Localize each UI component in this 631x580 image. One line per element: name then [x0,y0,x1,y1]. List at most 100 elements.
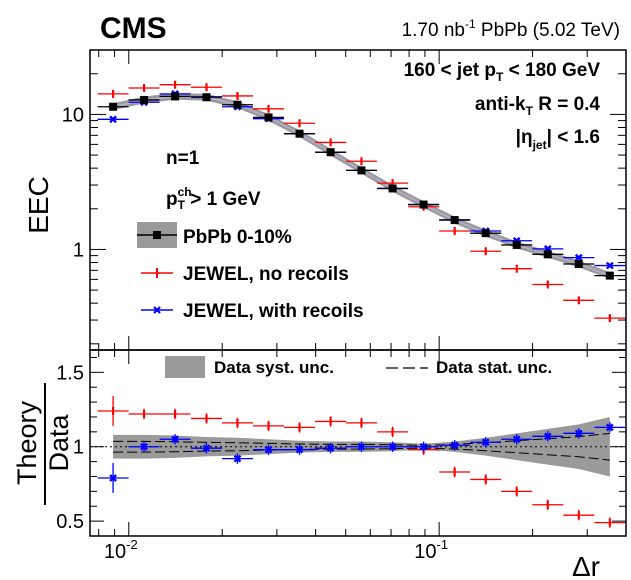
data-point [501,240,533,249]
top-panel-plot-area [97,80,626,323]
data-point-marker [574,260,583,269]
ratio-recoil-point [563,428,595,439]
legend-recoil-label: JEWEL, with recoils [183,301,364,322]
jewel-recoil-point-marker [605,261,614,270]
ratio-recoil-point [253,444,285,455]
jewel-norecoil-point [532,280,564,289]
data-point [221,100,253,109]
ratio-norecoil-point [501,486,533,497]
ratio-norecoil-point [532,499,564,510]
data-point-marker [450,216,459,225]
data-point-marker [233,100,242,109]
ratio-stat-lower [113,447,610,461]
jet-pt-range-label: 160 < jet pT < 180 GeV [404,60,601,84]
ratio-recoil-point-marker [574,429,583,438]
data-point [97,102,129,111]
ratio-panel-plot-area [90,396,626,528]
data-point [191,93,222,102]
data-point [563,260,595,269]
data-point [532,250,564,259]
n-value-label: n=1 [166,148,200,169]
ratio-recoil-point-marker [481,438,490,447]
ratio-panel-points [97,396,626,528]
legend-norecoil-label: JEWEL, no recoils [183,264,349,285]
ratio-recoil-point-marker [326,444,335,453]
jewel-norecoil-point [315,138,347,147]
ratio-norecoil-point [439,466,471,478]
ratio-norecoil-point [315,416,347,427]
legend-recoil-marker [153,306,161,314]
ratio-norecoil-point [377,426,409,438]
data-point-marker [171,92,180,101]
ratio-norecoil-point [594,517,626,528]
ratio-y-denominator: Data [44,414,74,472]
x-tick-label: 10-2 [104,537,138,563]
ratio-recoil-point [470,437,502,448]
data-point-marker [419,200,428,209]
top-y-axis-label: EEC [23,176,54,234]
ratio-recoil-point-marker [109,474,117,482]
jewel-norecoil-point [128,83,160,92]
ratio-y-tick-label: 0.5 [56,511,84,533]
data-point [128,95,160,104]
legend-stat-label: Data stat. unc. [436,358,552,377]
ratio-recoil-point-marker [171,435,179,444]
data-point [253,113,285,122]
data-point [377,184,409,193]
ratio-norecoil-point [159,408,191,420]
ratio-recoil-point [532,431,564,442]
jewel-recoil-point [563,253,595,262]
legend-data-marker [153,231,161,239]
ratio-recoil-point-marker [543,432,552,441]
legend-syst-swatch [165,356,205,378]
data-point-marker [326,148,335,157]
ratio-recoil-point [191,443,222,454]
data-point-marker [388,184,397,193]
data-point-marker [512,240,521,249]
ratio-recoil-point-marker [450,441,459,450]
jewel-norecoil-point [284,119,316,128]
jewel-recoil-point [594,261,626,270]
ratio-recoil-point-marker [202,444,211,453]
ratio-recoil-point-marker [295,445,304,454]
data-point-marker [202,93,211,102]
top-legend: PbPb 0-10% JEWEL, no recoils JEWEL, with… [137,222,364,322]
legend-syst-label: Data syst. unc. [214,358,334,377]
data-point-marker [109,102,118,111]
ratio-norecoil-point [284,422,316,433]
x-axis-label: Δr [572,551,600,580]
data-point-marker [481,229,490,238]
ratio-stat-upper [113,432,610,446]
x-tick-label: 10-1 [414,537,448,563]
ratio-recoil-point-marker [419,442,428,451]
axis-ticks: 10-2 10-1 1 10 0.5 1 1.5 [56,50,627,563]
jet-algorithm-label: anti-kT R = 0.4 [475,94,601,118]
data-point [439,216,471,225]
top-y-tick-label: 1 [73,239,84,261]
ratio-recoil-point-marker [605,423,614,432]
ratio-norecoil-point [345,417,377,429]
jewel-norecoil-point [470,247,502,256]
data-point [315,148,347,157]
jewel-norecoil-point [159,80,191,89]
ratio-recoil-point [315,443,347,454]
ratio-recoil-point [501,434,533,445]
jewel-recoil-point [97,115,129,124]
ratio-recoil-point [159,434,191,445]
ratio-norecoil-point [221,417,253,429]
data-point [470,229,502,238]
jewel-norecoil-point [345,157,377,166]
ratio-recoil-point [439,440,471,451]
jewel-norecoil-point [253,104,285,113]
jewel-norecoil-point [221,91,253,100]
ratio-y-tick-label: 1 [73,437,84,459]
ratio-norecoil-point [470,474,502,485]
top-panel-points [97,80,626,323]
track-pt-cut-label: pch T > 1 GeV [166,185,261,212]
jewel-norecoil-point [191,83,222,92]
top-y-tick-label: 10 [62,104,84,126]
data-point [345,166,377,175]
ratio-recoil-point [221,453,253,464]
data-point-marker [543,250,552,259]
